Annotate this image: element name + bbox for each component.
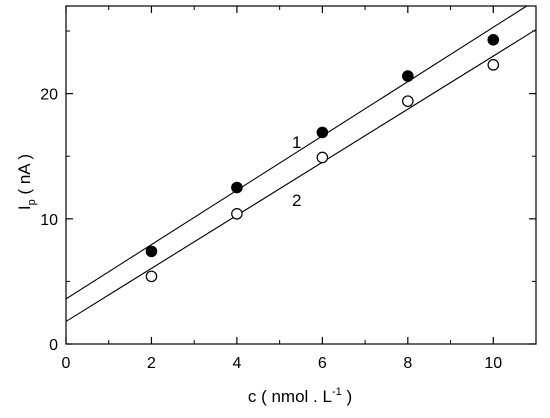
x-axis-title-tail: ) xyxy=(342,387,352,406)
x-axis-title-superscript: -1 xyxy=(332,386,342,398)
y-tick-label: 20 xyxy=(40,87,58,104)
x-tick-label: 10 xyxy=(484,355,502,372)
fit-line-series-2 xyxy=(66,29,536,322)
data-point-series-1 xyxy=(487,33,500,46)
x-axis-title-main: c ( nmol . L xyxy=(248,387,332,406)
y-tick-label: 10 xyxy=(40,212,58,229)
data-point-series-1 xyxy=(231,181,243,194)
x-axis-tick-labels: 0 2 4 6 8 10 xyxy=(62,355,503,372)
x-tick-label: 4 xyxy=(232,355,241,372)
series-2-label: 2 xyxy=(292,191,301,210)
y-axis-tick-labels: 0 10 20 xyxy=(40,87,58,354)
data-point-series-2 xyxy=(145,270,158,283)
x-tick-label: 8 xyxy=(403,355,412,372)
data-point-series-1 xyxy=(316,126,329,139)
x-tick-label: 0 xyxy=(62,355,71,372)
fit-lines xyxy=(66,6,536,322)
plot-frame xyxy=(65,5,537,345)
x-tick-label: 2 xyxy=(147,355,156,372)
data-point-series-2 xyxy=(231,208,243,220)
y-axis-title-tail: ( nA ) xyxy=(15,154,34,199)
fit-line-series-1 xyxy=(66,6,528,300)
x-axis-title: c ( nmol . L-1 ) xyxy=(248,386,352,406)
data-point-series-1 xyxy=(402,70,414,82)
x-tick-label: 6 xyxy=(318,355,327,372)
y-axis-title: Ip ( nA ) xyxy=(15,154,38,210)
y-axis-ticks xyxy=(66,30,536,345)
y-axis-title-subscript: p xyxy=(26,199,38,205)
data-point-series-2 xyxy=(316,151,329,164)
series-1-label: 1 xyxy=(292,133,301,152)
y-axis-title-main: I xyxy=(15,205,34,210)
x-axis-ticks xyxy=(65,6,494,344)
data-points xyxy=(145,33,500,283)
data-point-series-2 xyxy=(402,95,414,107)
data-point-series-1 xyxy=(145,245,158,258)
data-point-series-2 xyxy=(487,59,500,71)
y-tick-label: 0 xyxy=(49,337,58,354)
